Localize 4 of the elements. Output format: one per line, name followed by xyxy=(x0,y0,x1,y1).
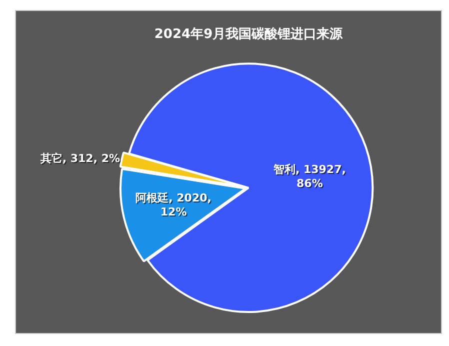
slice-label: 阿根廷, 2020, 12% xyxy=(136,191,212,220)
chart-title: 2024年9月我国碳酸锂进口来源 xyxy=(154,26,344,42)
slice-label: 其它, 312, 2% xyxy=(39,152,120,166)
slice-label: 智利, 13927, 86% xyxy=(272,163,346,192)
